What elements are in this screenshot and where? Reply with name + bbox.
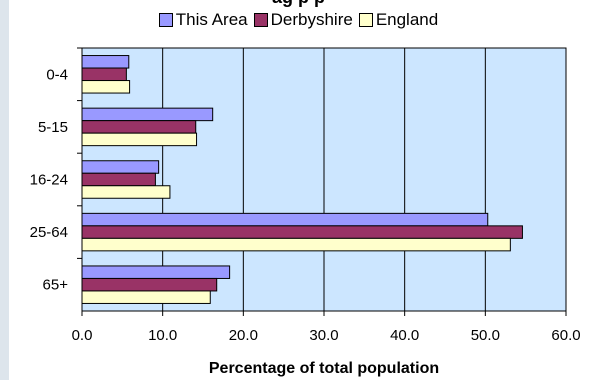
y-tick-label: 65+ — [43, 277, 69, 294]
x-tick-label: 10.0 — [148, 327, 177, 344]
bar-this-area-25-64 — [81, 212, 489, 227]
x-tick-label: 60.0 — [551, 327, 580, 344]
legend-item-england: England — [358, 10, 439, 30]
legend-label-england: England — [375, 10, 439, 29]
axes-group: 0.0 10.0 20.0 30.0 40.0 50.0 60.0 0-4 5-15 16-24 2… — [30, 47, 581, 344]
legend-label-this-area: This Area — [175, 10, 248, 29]
y-tick-label: 16-24 — [30, 172, 68, 189]
y-tick-label: 0-4 — [46, 66, 68, 83]
bar-this-area-0-4 — [81, 55, 130, 69]
legend-swatch-england — [358, 13, 373, 27]
left-border-strip — [0, 0, 9, 380]
bar-england-16-24 — [81, 185, 171, 199]
bar-england-25-64 — [81, 237, 511, 252]
bar-derbyshire-5-15 — [81, 120, 197, 134]
x-tick-label: 30.0 — [309, 327, 338, 344]
x-tick-label: 50.0 — [471, 327, 500, 344]
legend-swatch-derbyshire — [253, 13, 268, 27]
bar-derbyshire-0-4 — [81, 67, 127, 82]
legend-item-this-area: This Area — [158, 10, 248, 30]
x-tick-label: 20.0 — [229, 327, 258, 344]
x-axis-title: Percentage of total population — [209, 360, 439, 377]
chart-title-fragment: ag p p — [0, 0, 597, 8]
y-tick-label: 5-15 — [38, 119, 68, 136]
legend-label-derbyshire: Derbyshire — [270, 10, 353, 29]
bar-this-area-65+ — [81, 265, 231, 279]
bar-derbyshire-25-64 — [81, 225, 523, 239]
x-tick-label: 0.0 — [72, 327, 93, 344]
bar-england-0-4 — [81, 80, 131, 94]
bar-england-5-15 — [81, 132, 198, 147]
x-tick-label: 40.0 — [390, 327, 419, 344]
y-tick-label: 25-64 — [30, 224, 68, 241]
bars-group — [81, 55, 523, 304]
bar-england-65+ — [81, 290, 211, 304]
legend-item-derbyshire: Derbyshire — [253, 10, 353, 30]
bar-this-area-16-24 — [81, 160, 160, 174]
legend-swatch-this-area — [158, 13, 173, 27]
gridlines — [162, 48, 486, 311]
chart-legend: This Area Derbyshire England — [0, 10, 597, 30]
bar-derbyshire-16-24 — [81, 172, 156, 187]
bar-derbyshire-65+ — [81, 277, 218, 292]
bar-this-area-5-15 — [81, 107, 214, 122]
